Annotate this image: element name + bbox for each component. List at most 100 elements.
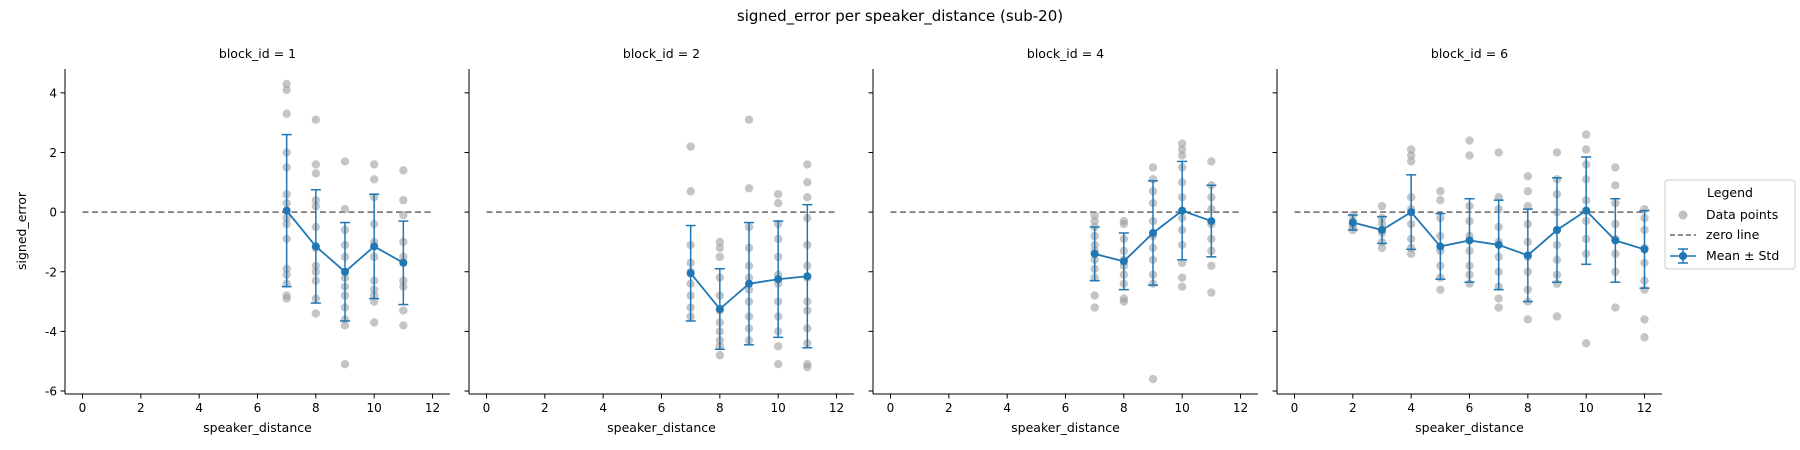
y-tick-label: -2: [45, 265, 57, 279]
x-tick-label: 12: [1637, 401, 1652, 415]
x-tick-label: 10: [771, 401, 786, 415]
legend-points-marker: [1678, 210, 1688, 220]
mean-point: [399, 258, 408, 267]
data-point: [715, 243, 725, 253]
data-point: [1090, 291, 1099, 300]
mean-point: [1207, 217, 1216, 226]
panel-title: block_id = 1: [219, 46, 296, 61]
y-tick-label: 4: [49, 86, 57, 100]
x-tick-label: 4: [1407, 401, 1415, 415]
x-axis-label: speaker_distance: [1415, 420, 1524, 435]
data-point: [1523, 187, 1533, 196]
data-point: [1611, 163, 1620, 172]
data-point: [773, 190, 783, 199]
legend-errorbar-marker: [1679, 252, 1687, 260]
data-point: [1177, 258, 1187, 268]
y-axis-label: signed_error: [14, 191, 29, 270]
data-point: [1406, 151, 1416, 160]
data-point: [1177, 139, 1187, 148]
data-point: [399, 210, 408, 220]
data-point: [803, 362, 812, 372]
data-point: [282, 85, 291, 95]
chart-panels: block_id = 1 0 2 4 6 8 10 12 speaker_distance -6 -…: [45, 46, 1662, 435]
data-point: [1494, 193, 1503, 202]
x-tick-label: 10: [367, 401, 382, 415]
data-point: [1465, 151, 1474, 160]
x-tick-label: 0: [79, 401, 87, 415]
mean-point: [803, 272, 812, 281]
data-point: [803, 160, 812, 169]
data-point: [1207, 261, 1216, 270]
data-point: [311, 169, 321, 178]
mean-point: [1119, 257, 1128, 266]
data-point: [803, 178, 812, 187]
data-point: [1494, 303, 1503, 312]
mean-point: [1378, 226, 1386, 235]
mean-point: [1611, 236, 1620, 245]
data-point: [1090, 216, 1099, 226]
data-point: [1552, 312, 1562, 321]
data-point: [773, 198, 783, 208]
data-point: [1436, 285, 1445, 294]
data-point: [1552, 148, 1562, 157]
mean-point: [745, 279, 753, 288]
data-point: [1640, 333, 1649, 342]
data-point: [311, 115, 321, 124]
data-point: [399, 166, 408, 175]
panel-block-1: block_id = 1 0 2 4 6 8 10 12 speaker_distance -6 -…: [45, 46, 450, 435]
x-tick-label: 4: [1003, 401, 1011, 415]
mean-point: [1553, 226, 1561, 235]
data-point: [340, 204, 350, 214]
x-tick-label: 0: [1291, 401, 1299, 415]
data-point: [1611, 303, 1620, 312]
data-point: [1523, 201, 1533, 211]
data-point: [1436, 187, 1445, 196]
data-point: [1207, 288, 1216, 297]
data-point: [773, 342, 783, 351]
panel-title: block_id = 4: [1027, 46, 1104, 61]
panel-block-2: block_id = 2 0 2 4 6 8 10 12 speaker_distance: [464, 46, 854, 435]
data-point: [1148, 163, 1158, 172]
panel-title: block_id = 2: [623, 46, 700, 61]
data-point: [803, 193, 812, 202]
data-point: [1177, 273, 1187, 282]
mean-point: [1407, 208, 1416, 217]
y-tick-label: -4: [45, 325, 57, 339]
mean-point: [370, 242, 379, 251]
data-point: [399, 321, 408, 330]
x-tick-label: 12: [425, 401, 440, 415]
x-tick-label: 10: [1579, 401, 1594, 415]
data-point: [1406, 249, 1416, 259]
data-point: [1436, 195, 1445, 205]
mean-point: [1090, 249, 1099, 258]
x-tick-label: 0: [483, 401, 491, 415]
data-point: [311, 309, 321, 318]
data-point: [1494, 294, 1503, 303]
mean-point: [1436, 242, 1445, 251]
panel-block-4: block_id = 6 0 2 4 6 8 10 12 speaker_distance: [1272, 46, 1662, 435]
y-tick-label: -6: [45, 385, 57, 399]
mean-point: [1640, 245, 1649, 254]
mean-point: [282, 206, 291, 215]
data-point: [1523, 315, 1533, 324]
x-axis-label: speaker_distance: [203, 420, 312, 435]
data-point: [1640, 315, 1649, 324]
data-point: [715, 351, 725, 360]
data-point: [773, 359, 783, 369]
data-point: [1465, 136, 1474, 145]
data-point: [1581, 130, 1591, 139]
data-point: [1581, 339, 1591, 348]
data-point: [369, 160, 379, 169]
legend-frame: [1664, 179, 1796, 270]
data-point: [1494, 148, 1503, 157]
mean-point: [1582, 206, 1591, 215]
data-point: [369, 175, 379, 184]
data-point: [1523, 172, 1533, 181]
data-point: [1177, 145, 1187, 154]
legend-label-mean-std: Mean ± Std: [1706, 248, 1779, 263]
data-point: [744, 115, 754, 124]
data-point: [1090, 210, 1099, 220]
data-point: [1119, 219, 1129, 229]
x-tick-label: 4: [195, 401, 203, 415]
